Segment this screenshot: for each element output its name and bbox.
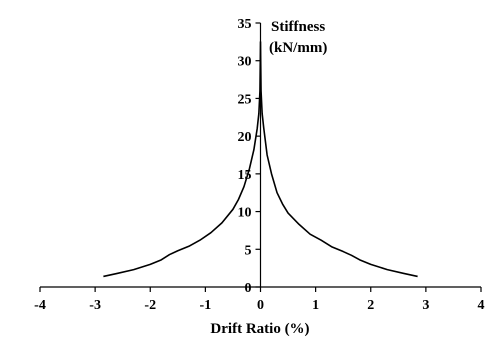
y-tick-label: 20 <box>238 130 252 145</box>
x-tick-label: 2 <box>367 298 374 313</box>
y-tick-label: 30 <box>238 55 252 70</box>
x-tick-label: 4 <box>478 298 485 313</box>
x-tick-label: 1 <box>312 298 319 313</box>
x-tick-label: 0 <box>257 298 264 313</box>
y-tick-label: 10 <box>238 206 252 221</box>
y-tick-label: 25 <box>238 92 252 107</box>
y-axis-title-line-1: Stiffness <box>271 19 325 35</box>
x-tick-label: 3 <box>422 298 429 313</box>
x-tick-label: -3 <box>89 298 101 313</box>
x-tick-label: -4 <box>34 298 46 313</box>
series-line <box>103 41 418 278</box>
y-tick-label: 5 <box>245 243 252 258</box>
x-axis-title: Drift Ratio (%) <box>210 321 309 337</box>
y-axis-title-line-2: (kN/mm) <box>269 40 327 56</box>
series-layer <box>103 41 418 278</box>
y-tick-label: 35 <box>238 17 252 32</box>
x-tick-label: -1 <box>200 298 212 313</box>
y-tick-label: 0 <box>245 281 252 296</box>
x-tick-label: -2 <box>144 298 156 313</box>
x-axis: -4 -3 -2 -1 0 1 2 3 4 <box>34 286 485 313</box>
